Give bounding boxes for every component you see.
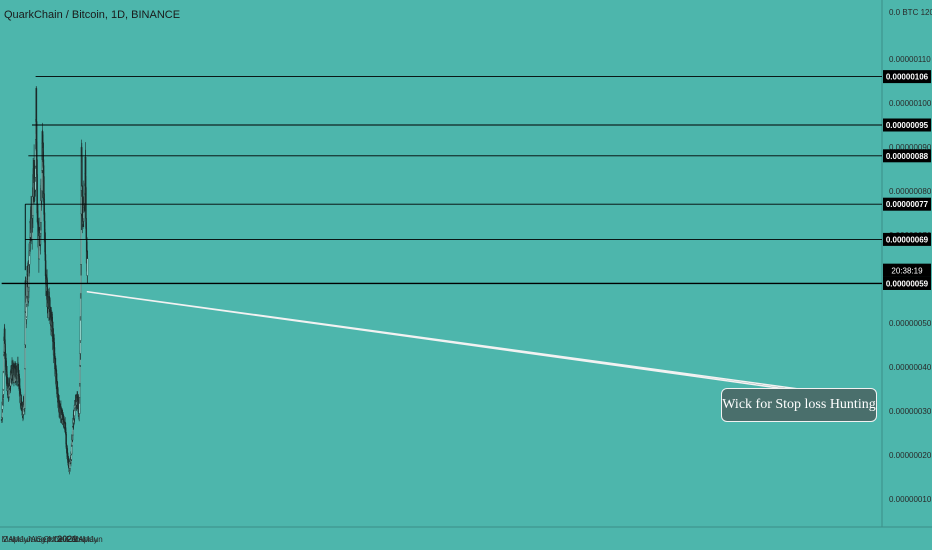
x-tick-label: Apr [8,535,21,544]
current-price-tag-bg [883,276,931,290]
x-tick-label: Nov [48,535,62,544]
countdown-tag-bg [883,263,931,277]
x-tick-label: Dec [54,535,68,544]
y-tick-label: 0.00000100 [889,99,932,108]
y-axis-unit-label: 0.0 BTC 120 [889,8,932,17]
x-tick-label: 2 [3,535,8,544]
candle [3,354,5,372]
countdown-tag: 20:38:19 [891,266,923,275]
x-tick-label: Jun [20,535,33,544]
y-tick-label: 0.00000080 [889,187,932,196]
x-tick-label: May [83,535,98,544]
annotation-callout: Wick for Stop loss Hunting [721,388,877,422]
level-price-tag-bg [883,118,931,132]
x-tick-label: Mar [72,535,86,544]
chart-title: QuarkChain / Bitcoin, 1D, BINANCE [4,9,181,21]
callout-pointer [86,291,807,391]
x-tick-label: Jun [90,535,103,544]
level-price-tag: 0.00000077 [886,200,929,209]
level-price-tag: 0.00000069 [886,235,929,244]
level-price-tag-bg [883,197,931,211]
candle [2,370,5,390]
y-tick-label: 0.00000050 [889,319,932,328]
y-tick-label: 0.00000040 [889,363,932,372]
candle [86,258,89,276]
x-tick-label: Oct [43,535,56,544]
x-tick-label: Apr [78,535,91,544]
candle [3,328,6,340]
candle [85,187,87,219]
level-price-tag-bg [883,149,931,163]
y-tick-label: 0.00000110 [889,55,931,64]
y-tick-label: 0.00000010 [889,495,932,504]
candle [41,170,43,191]
candle [43,176,45,194]
y-tick-label: 0.00000030 [889,407,932,416]
current-price-tag: 0.00000059 [886,279,929,288]
x-tick-label: Mar [2,535,16,544]
y-tick-label: 0.00000020 [889,451,932,460]
candle [79,365,81,384]
candlestick-series [0,86,89,475]
level-price-tag: 0.00000095 [886,121,929,130]
x-tick-label: 2021 [57,534,77,544]
x-tick-label: Jul [27,535,37,544]
level-price-tag: 0.00000088 [886,152,929,161]
level-price-tag-bg [883,232,931,246]
x-tick-label: Aug [31,535,45,544]
y-tick-label: 0.00000090 [889,143,932,152]
level-price-tag: 0.00000106 [886,73,929,82]
candle [24,344,26,369]
x-tick-label: Feb [66,535,80,544]
candle [24,368,26,409]
x-tick-label: Sep [37,535,52,544]
level-price-tag-bg [883,70,931,84]
x-tick-label: May [13,535,28,544]
